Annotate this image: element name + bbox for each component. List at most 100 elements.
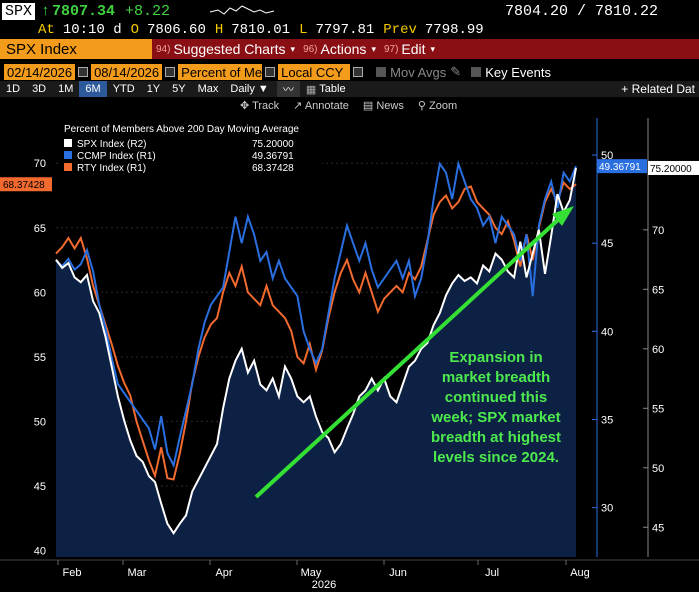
calendar-icon[interactable] [165,67,176,77]
legend-rty-value: 68.37428 [252,163,294,174]
x-axis-tick: May [301,567,322,579]
menu-number: 96) [303,43,318,55]
dropdown-icon[interactable] [265,67,276,77]
annotation-line-5: breadth at highest [431,429,561,446]
period-6m[interactable]: 6M [79,81,107,97]
axes: 40 45 50 55 60 65 70 30 35 40 45 50 45 50 55 60 65 70 Feb M… [0,118,699,591]
ccmp-last-tag: 49.36791 [599,162,641,173]
chart-type-icon[interactable]: 〰 [276,81,300,97]
track-label: Track [252,99,280,112]
key-events-checkbox[interactable] [471,67,482,77]
low-value: 7797.81 [315,22,375,38]
security-field[interactable]: SPX Index [0,39,152,59]
arrow-head [552,206,574,226]
frequency-select[interactable]: Daily ▼ [230,83,269,95]
up-arrow-icon: ↑ [41,2,51,20]
legend: Percent of Members Above 200 Day Moving … [60,121,322,179]
table-button[interactable]: ▦ Table [300,81,352,97]
zoom-label: Zoom [429,99,458,112]
annotation: Expansion in market breadth continued th… [254,206,574,499]
ticker-symbol[interactable]: SPX [2,2,36,20]
r1-axis-tick: 30 [601,503,613,515]
r2-axis-tick: 65 [652,284,664,296]
news-label: News [376,99,404,112]
options-bar: 02/14/2026 08/14/2026 Percent of Me Loca… [0,63,699,81]
sparkline-icon [209,5,275,15]
end-date-input[interactable]: 08/14/2026 [91,64,163,80]
dropdown-icon[interactable] [353,67,364,77]
key-events-label: Key Events [485,64,551,80]
r1-axis-tick: 50 [601,150,613,162]
caret-down-icon: ▾ [371,43,376,54]
net-change: +8.22 [125,2,171,20]
annotate-label: Annotate [304,99,349,112]
period-1m[interactable]: 1M [58,83,74,95]
pencil-icon[interactable]: ✎ [450,64,462,79]
open-value: 7806.60 [147,22,206,38]
r2-axis-tick: 70 [652,225,664,237]
legend-spx-value: 75.20000 [252,139,294,150]
rty-series-line [55,180,577,481]
spx-series-line [55,167,577,536]
x-axis-tick: Aug [570,567,590,579]
menu-label: Edit [401,41,426,57]
period-ytd[interactable]: YTD [112,83,135,95]
menu-number: 94) [156,43,171,55]
frequency-label: Daily [230,83,255,95]
period-max[interactable]: Max [197,83,219,95]
ccmp-series-line [55,159,577,469]
edit-menu[interactable]: 97) Edit ▾ [384,41,435,57]
ticker-bar: SPX ↑ 7807.34 +8.22 7804.20 / 7810.22 [0,0,699,22]
calendar-icon[interactable] [78,67,89,77]
menu-label: Actions [320,41,367,57]
related-data-button[interactable]: + Related Dat [621,82,695,96]
spx-last-tag: 75.20000 [650,164,692,175]
year-label: 2026 [312,579,336,591]
prev-label: Prev [383,22,417,38]
suggested-charts-menu[interactable]: 94) Suggested Charts ▾ [156,41,295,57]
period-1d[interactable]: 1D [6,83,21,95]
annotation-line-3: continued this [445,389,548,406]
news-tool[interactable]: ▤ News [363,99,404,112]
start-date-input[interactable]: 02/14/2026 [4,64,76,80]
breadth-chart[interactable]: 40 45 50 55 60 65 70 30 35 40 45 50 45 50 55 60 65 70 Feb M… [0,113,699,592]
at-label: At [38,22,55,38]
period-1y[interactable]: 1Y [146,83,161,95]
track-tool[interactable]: ✥ Track [240,99,279,112]
caret-down-icon: ▾ [290,43,296,54]
legend-swatch-ccmp [64,151,72,159]
annotation-line-4: week; SPX market [430,409,560,426]
arrow-line [254,216,562,499]
table-label: Table [319,83,346,95]
legend-ccmp-name: CCMP Index (R1) [77,151,156,162]
left-axis-tick: 65 [34,223,46,235]
currency-select[interactable]: Local CCY [278,64,351,80]
last-price: 7807.34 [52,2,116,20]
open-label: O [130,22,140,38]
table-icon: ▦ [305,83,317,96]
x-axis-tick: Feb [63,567,82,579]
r1-axis-tick: 40 [601,326,613,338]
x-axis-tick: Apr [215,567,232,579]
caret-down-icon: ▾ [430,43,436,54]
annotate-icon: ↗ [293,99,303,112]
annotate-tool[interactable]: ↗ Annotate [293,99,349,112]
period-5y[interactable]: 5Y [172,83,186,95]
actions-menu[interactable]: 96) Actions ▾ [303,41,376,57]
spx-last-tag-bg [648,160,699,175]
annotation-line-6: levels since 2024. [433,449,559,466]
mode-select[interactable]: Percent of Me [178,64,263,80]
legend-background [60,121,322,179]
annotation-line-2: market breadth [442,369,550,386]
menu-label: Suggested Charts [173,41,286,57]
zoom-tool[interactable]: ⚲ Zoom [418,99,457,112]
r1-axis-tick: 35 [601,414,613,426]
mov-avgs-checkbox[interactable] [376,67,387,77]
low-label: L [299,22,308,38]
r2-axis-tick: 60 [652,344,664,356]
quote-bar: At 10:10 d O 7806.60 H 7810.01 L 7797.81… [0,21,699,39]
legend-ccmp-value: 49.36791 [252,151,294,162]
left-axis-tick: 50 [34,416,46,428]
period-3d[interactable]: 3D [32,83,47,95]
ccmp-last-tag-bg [597,159,647,174]
